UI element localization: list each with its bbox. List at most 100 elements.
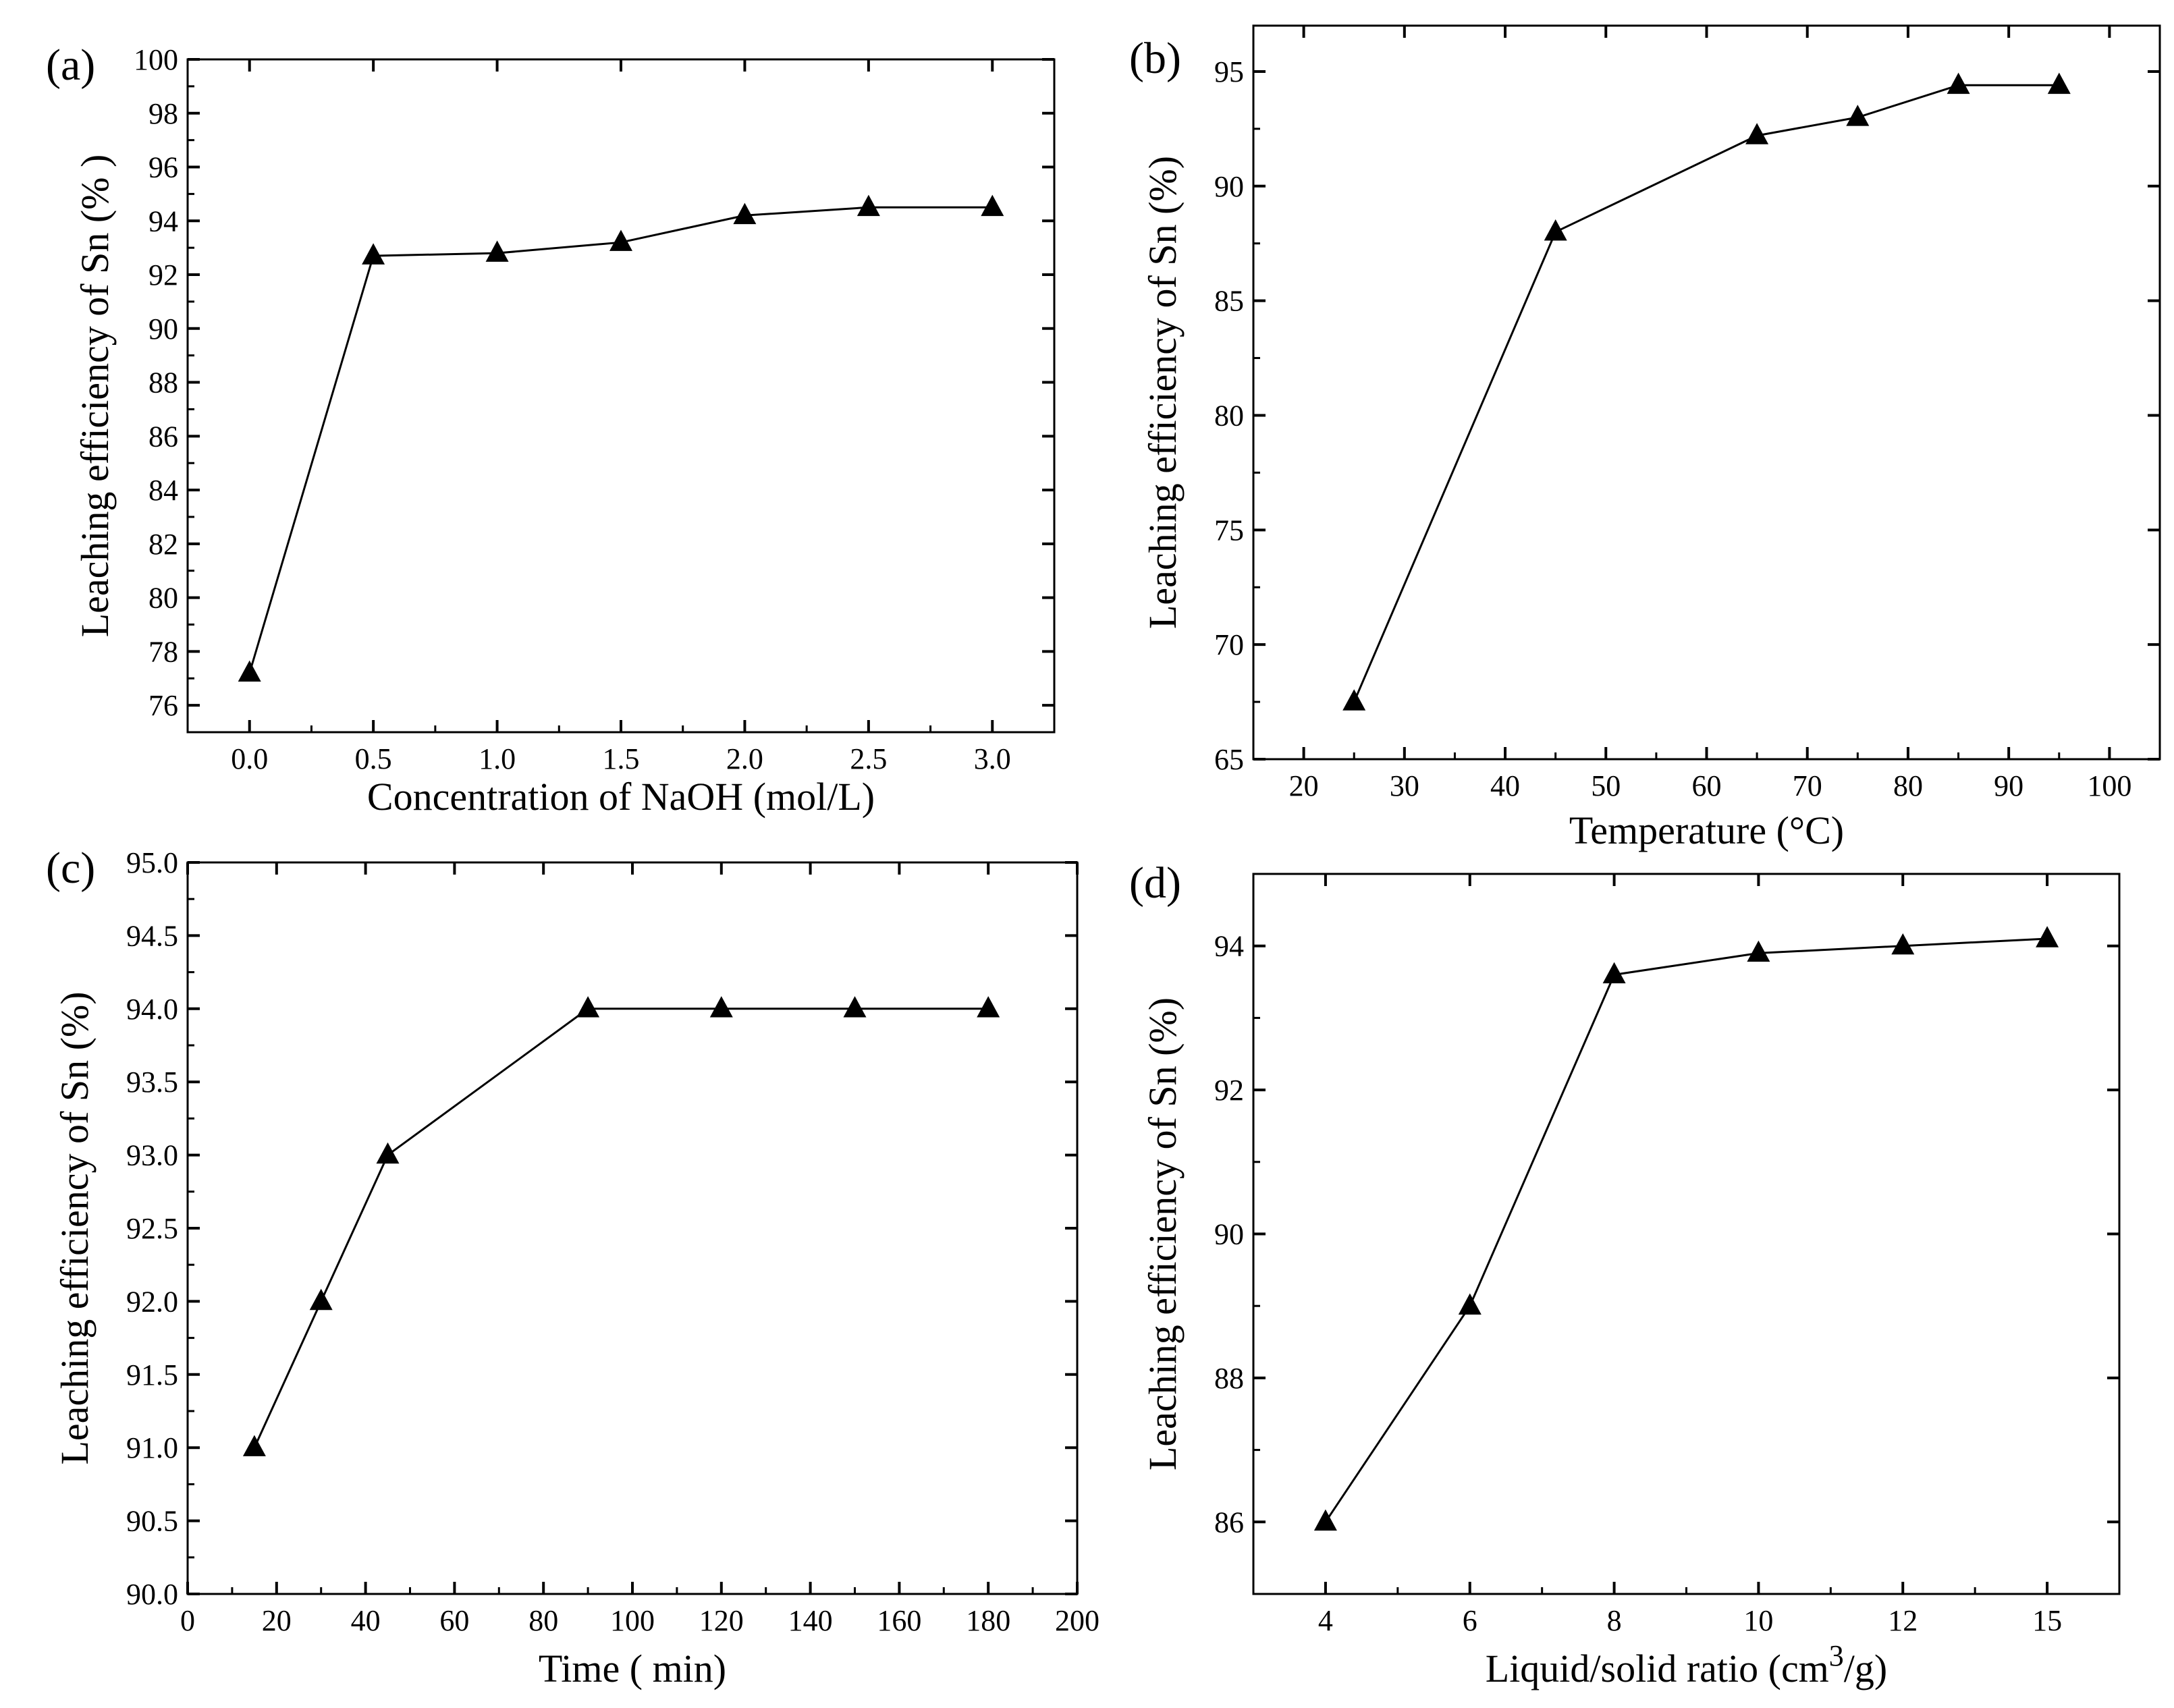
x-tick-label: 8	[1607, 1604, 1622, 1637]
y-tick-label: 94.0	[126, 993, 178, 1026]
x-tick-label: 80	[1893, 769, 1923, 802]
y-tick-label: 75	[1214, 514, 1244, 547]
data-point	[1458, 1293, 1482, 1315]
x-tick-label: 0.5	[355, 742, 392, 775]
x-axis-label: Temperature (°C)	[1569, 808, 1844, 852]
x-tick-label: 50	[1591, 769, 1621, 802]
x-tick-label: 20	[1289, 769, 1319, 802]
data-point	[238, 660, 261, 682]
data-point	[609, 229, 632, 251]
y-tick-label: 86	[1214, 1506, 1244, 1539]
y-tick-label: 84	[148, 474, 178, 507]
y-tick-label: 93.5	[126, 1066, 178, 1099]
data-point	[362, 243, 385, 265]
x-tick-label: 100	[2087, 769, 2131, 802]
x-axis-label-end: /g)	[1844, 1647, 1887, 1690]
x-tick-label: 200	[1055, 1604, 1099, 1637]
series-line	[253, 1008, 989, 1448]
y-axis-label: Leaching efficiency of Sn (% )	[73, 155, 117, 638]
x-tick-label: 0	[180, 1604, 195, 1637]
x-tick-label: 0.0	[231, 742, 268, 775]
data-point	[1747, 940, 1770, 962]
panel-label: (b)	[1129, 34, 1181, 83]
y-tick-label: 92.5	[126, 1212, 178, 1245]
data-point	[485, 240, 509, 262]
x-tick-label: 60	[439, 1604, 469, 1637]
x-tick-label: 40	[351, 1604, 381, 1637]
data-point	[376, 1142, 400, 1164]
data-point	[242, 1435, 266, 1456]
y-axis-label: Leaching efficiency of Sn (%)	[1141, 156, 1185, 629]
y-tick-label: 92.0	[126, 1285, 178, 1318]
plot-frame	[186, 861, 1079, 1595]
x-tick-label: 2.0	[726, 742, 763, 775]
y-tick-label: 98	[148, 97, 178, 130]
x-tick-label: 70	[1793, 769, 1822, 802]
y-tick-label: 90	[1214, 1218, 1244, 1251]
panel-label: (a)	[46, 40, 95, 90]
plot-frame	[1252, 873, 2121, 1595]
data-point	[309, 1288, 333, 1311]
y-tick-label: 90	[1214, 170, 1244, 203]
y-tick-label: 95	[1214, 55, 1244, 88]
data-point	[843, 996, 867, 1018]
x-tick-label: 3.0	[974, 742, 1011, 775]
data-point	[1342, 689, 1366, 711]
x-tick-label: 2.5	[850, 742, 887, 775]
y-tick-label: 90.5	[126, 1505, 178, 1538]
y-tick-label: 96	[148, 151, 178, 184]
x-tick-label: 30	[1390, 769, 1419, 802]
y-tick-label: 82	[148, 528, 178, 561]
y-tick-label: 88	[148, 366, 178, 400]
x-tick-label: 6	[1463, 1604, 1477, 1637]
series-line	[1353, 84, 2059, 703]
x-axis-label: Concentration of NaOH (mol/L)	[367, 775, 875, 819]
y-axis-label: Leaching efficiency of Sn (%)	[1141, 997, 1185, 1470]
data-point	[709, 996, 733, 1018]
x-tick-label: 180	[966, 1604, 1010, 1637]
y-axis-label: Leaching efficiency of Sn (%)	[53, 991, 97, 1464]
panel-label: (d)	[1129, 858, 1181, 908]
data-point	[1846, 105, 1870, 126]
y-tick-label: 95.0	[126, 846, 178, 879]
x-tick-label: 10	[1743, 1604, 1773, 1637]
y-tick-label: 78	[148, 635, 178, 668]
chart-panel-4: 4 6 8 10 12 15 86 88 90 92 94 Liquid/solid ratio (c…	[1129, 858, 2121, 1690]
x-tick-label: 20	[262, 1604, 292, 1637]
y-tick-label: 85	[1214, 285, 1244, 318]
data-point	[576, 996, 600, 1018]
x-tick-label: 15	[2032, 1604, 2062, 1637]
series-line	[248, 206, 993, 673]
data-point	[2047, 72, 2071, 94]
y-tick-label: 91.5	[126, 1358, 178, 1392]
y-tick-label: 86	[148, 420, 178, 453]
data-point	[1544, 219, 1567, 241]
data-point	[981, 194, 1004, 217]
data-point	[1745, 123, 1769, 144]
y-tick-label: 94	[148, 204, 178, 238]
x-tick-label: 4	[1318, 1604, 1333, 1637]
x-tick-label: 120	[699, 1604, 744, 1637]
y-tick-label: 100	[134, 43, 178, 76]
x-tick-label: 100	[610, 1604, 655, 1637]
data-point	[857, 194, 880, 217]
y-tick-label: 88	[1214, 1362, 1244, 1395]
y-tick-label: 80	[1214, 399, 1244, 432]
x-axis-label-superscript: 3	[1829, 1639, 1844, 1672]
chart-panel-1: 0.0 0.5 1.0 1.5 2.0 2.5 3.0 76 78 80 82 84 86 88 90 92 9…	[46, 40, 1056, 819]
y-tick-label: 70	[1214, 628, 1244, 661]
data-point	[977, 996, 1000, 1018]
x-axis-label: Time ( min)	[539, 1647, 726, 1690]
data-point	[1313, 1509, 1337, 1531]
data-point	[2036, 926, 2059, 947]
chart-panel-2: 20 30 40 50 60 70 80 90 100 65 70 75 80 85 90 95 Tempera…	[1129, 24, 2161, 852]
y-tick-label: 94	[1214, 930, 1244, 963]
y-tick-label: 91.0	[126, 1431, 178, 1464]
data-point	[1602, 962, 1626, 984]
x-tick-label: 12	[1888, 1604, 1918, 1637]
data-point	[1947, 72, 1970, 94]
x-tick-label: 1.0	[479, 742, 516, 775]
chart-panel-3: 0 20 40 60 80 100 120 140 160 180 200 90.0 90.5 91.0 9…	[46, 844, 1099, 1690]
y-tick-label: 80	[148, 582, 178, 615]
